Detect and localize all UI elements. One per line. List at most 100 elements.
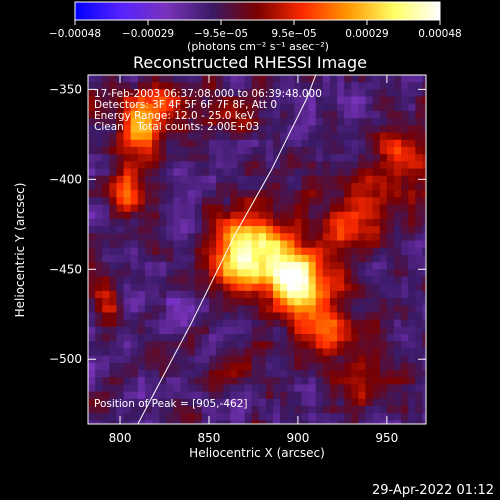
image-pixel (393, 118, 402, 126)
image-pixel (130, 398, 139, 407)
image-pixel (386, 334, 395, 342)
image-pixel (237, 175, 246, 184)
image-pixel (308, 190, 317, 198)
image-pixel (88, 334, 96, 342)
image-pixel (109, 319, 118, 328)
image-pixel (187, 175, 196, 184)
image-pixel (187, 82, 196, 90)
image-pixel (130, 290, 139, 299)
image-pixel (194, 384, 203, 393)
image-pixel (173, 298, 182, 306)
image-pixel (237, 413, 246, 422)
image-pixel (244, 262, 253, 270)
image-pixel (393, 82, 402, 90)
image-pixel (401, 262, 409, 270)
image-pixel (194, 168, 203, 177)
image-pixel (180, 161, 189, 170)
image-pixel (237, 190, 246, 198)
image-pixel (258, 312, 267, 321)
image-pixel (230, 326, 239, 335)
image-pixel (301, 305, 310, 314)
image-pixel (201, 182, 210, 191)
image-pixel (102, 326, 110, 335)
image-pixel (422, 247, 426, 256)
image-pixel (280, 247, 288, 256)
image-pixel (329, 276, 338, 285)
image-pixel (166, 226, 174, 234)
image-pixel (223, 75, 231, 83)
image-pixel (379, 348, 388, 357)
image-pixel (123, 247, 132, 256)
image-pixel (137, 276, 146, 285)
image-pixel (223, 154, 231, 162)
image-pixel (201, 298, 210, 306)
image-pixel (173, 305, 182, 314)
image-pixel (344, 75, 352, 83)
image-pixel (351, 348, 359, 357)
image-pixel (251, 110, 260, 119)
image-pixel (280, 377, 288, 386)
image-pixel (408, 269, 416, 278)
image-pixel (351, 82, 359, 90)
image-pixel (337, 240, 345, 249)
image-pixel (294, 269, 303, 278)
image-pixel (351, 319, 359, 328)
image-pixel (166, 247, 174, 256)
image-pixel (280, 75, 288, 83)
image-pixel (152, 168, 160, 177)
image-pixel (379, 305, 388, 314)
image-pixel (372, 413, 381, 422)
image-pixel (280, 384, 288, 393)
image-pixel (130, 110, 139, 119)
image-pixel (372, 182, 381, 191)
image-pixel (287, 218, 295, 227)
image-pixel (144, 175, 153, 184)
image-pixel (351, 218, 359, 227)
image-pixel (280, 262, 288, 270)
image-pixel (244, 204, 253, 213)
image-pixel (393, 132, 402, 141)
image-pixel (322, 348, 331, 357)
image-pixel (322, 139, 331, 148)
image-pixel (322, 312, 331, 321)
image-pixel (251, 226, 260, 234)
image-pixel (144, 197, 153, 206)
image-pixel (173, 168, 182, 177)
image-pixel (287, 247, 295, 256)
image-pixel (386, 226, 395, 234)
image-pixel (273, 283, 281, 292)
image-pixel (230, 182, 239, 191)
image-pixel (130, 75, 139, 83)
image-pixel (358, 290, 367, 299)
image-pixel (415, 319, 424, 328)
image-pixel (123, 211, 132, 220)
image-pixel (258, 154, 267, 162)
image-pixel (301, 406, 310, 414)
image-pixel (194, 391, 203, 400)
image-pixel (379, 175, 388, 184)
image-pixel (372, 276, 381, 285)
image-pixel (351, 247, 359, 256)
image-pixel (322, 276, 331, 285)
image-pixel (223, 334, 231, 342)
image-pixel (287, 334, 295, 342)
image-pixel (187, 154, 196, 162)
image-pixel (88, 190, 96, 198)
image-pixel (415, 391, 424, 400)
image-pixel (244, 175, 253, 184)
image-pixel (208, 341, 217, 350)
image-pixel (315, 146, 324, 155)
image-pixel (180, 413, 189, 422)
image-pixel (265, 283, 274, 292)
image-pixel (322, 283, 331, 292)
image-pixel (194, 218, 203, 227)
image-pixel (258, 89, 267, 98)
image-pixel (109, 118, 118, 126)
image-pixel (358, 370, 367, 378)
image-pixel (216, 362, 224, 371)
image-pixel (123, 276, 132, 285)
image-pixel (223, 146, 231, 155)
image-pixel (201, 391, 210, 400)
image-pixel (415, 420, 424, 424)
image-pixel (194, 190, 203, 198)
